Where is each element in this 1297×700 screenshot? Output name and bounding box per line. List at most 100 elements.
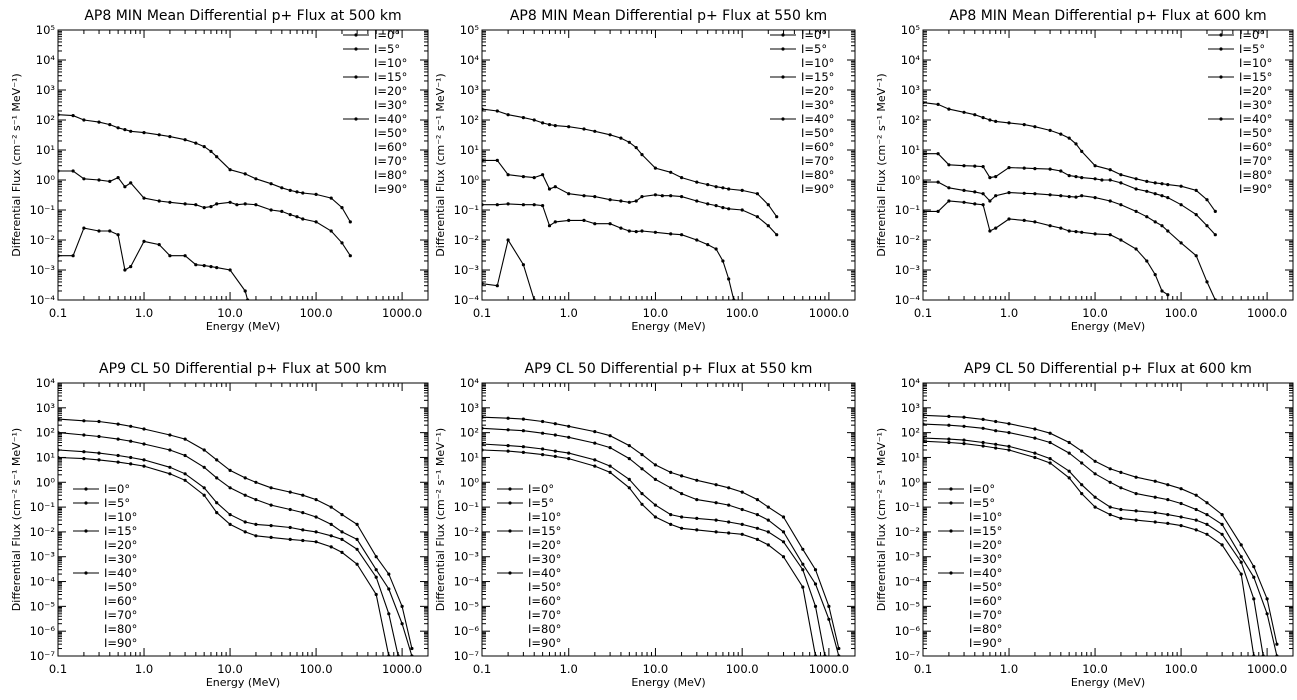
legend-entry: I=5° <box>969 496 995 510</box>
data-point <box>1108 480 1112 484</box>
data-point <box>1080 230 1084 234</box>
data-point <box>582 127 586 131</box>
data-point <box>495 158 499 162</box>
data-point <box>988 229 992 233</box>
data-point <box>58 431 60 435</box>
series-3 <box>923 199 1170 297</box>
data-point <box>183 254 187 258</box>
data-point <box>1179 203 1183 207</box>
data-point <box>194 203 198 207</box>
data-point <box>314 220 318 224</box>
data-point <box>1048 128 1052 132</box>
legend-entry: I=15° <box>1239 70 1272 84</box>
data-point <box>314 515 318 519</box>
series-line <box>923 200 1169 296</box>
data-point <box>301 493 305 497</box>
legend-entry: I=5° <box>528 496 554 510</box>
legend-entry: I=15° <box>969 524 1002 538</box>
series-2 <box>923 180 1217 300</box>
data-point <box>329 505 333 509</box>
data-point <box>1145 215 1149 219</box>
legend-marker <box>508 529 512 533</box>
data-point <box>1252 575 1256 579</box>
data-point <box>619 199 623 203</box>
data-point <box>988 199 992 203</box>
data-point <box>608 133 612 137</box>
data-point <box>1134 187 1138 191</box>
legend-marker <box>781 75 785 79</box>
legend-entry: I=60° <box>1239 140 1272 154</box>
x-tick-label: 100.0 <box>1165 662 1198 676</box>
x-tick-label: 10.0 <box>1082 306 1108 320</box>
data-point <box>740 490 744 494</box>
data-point <box>506 444 510 448</box>
data-point <box>340 513 344 517</box>
data-point <box>1048 431 1052 435</box>
data-point <box>695 516 699 521</box>
legend-entry: I=90° <box>104 636 137 650</box>
data-point <box>301 528 305 532</box>
data-point <box>801 562 805 566</box>
data-point <box>58 169 60 173</box>
data-point <box>243 530 247 534</box>
data-point <box>288 525 292 530</box>
data-point <box>280 186 284 190</box>
data-point <box>1275 642 1279 646</box>
y-tick-label: 10⁴ <box>460 53 480 67</box>
data-point <box>727 486 731 490</box>
data-point <box>541 419 545 424</box>
data-point <box>1067 440 1071 445</box>
data-point <box>348 254 352 258</box>
data-point <box>387 654 391 656</box>
data-point <box>295 215 299 219</box>
y-tick-label: 10⁻³ <box>895 550 921 564</box>
data-point <box>766 543 770 547</box>
data-point <box>235 203 239 207</box>
data-point <box>215 202 219 206</box>
data-point <box>837 654 841 656</box>
data-point <box>947 199 951 203</box>
data-point <box>827 617 831 621</box>
data-point <box>1022 191 1026 195</box>
data-point <box>288 490 292 494</box>
data-point <box>82 226 86 230</box>
data-point <box>714 204 718 208</box>
data-point <box>254 480 258 484</box>
data-point <box>962 442 966 446</box>
series-line <box>482 108 778 218</box>
x-axis-label: Energy (MeV) <box>206 320 280 333</box>
data-point <box>1134 492 1138 496</box>
data-point <box>593 195 597 199</box>
x-tick-label: 100.0 <box>726 662 759 676</box>
x-tick-label: 1000.0 <box>382 662 422 676</box>
data-point <box>1160 182 1164 186</box>
data-point <box>482 415 484 419</box>
data-point <box>194 141 198 145</box>
legend-entry: I=50° <box>104 580 137 594</box>
data-point <box>1265 597 1269 601</box>
data-point <box>714 518 718 522</box>
data-point <box>183 138 187 142</box>
legend-entry: I=20° <box>969 538 1002 552</box>
data-point <box>1048 457 1052 461</box>
x-tick-label: 0.1 <box>473 662 491 676</box>
data-point <box>254 522 258 527</box>
data-point <box>506 238 510 242</box>
data-point <box>329 229 333 233</box>
data-point <box>495 109 499 113</box>
data-point <box>1205 224 1209 228</box>
data-point <box>108 123 112 127</box>
series-line <box>923 181 1216 300</box>
data-point <box>923 180 925 184</box>
series-line <box>482 427 840 656</box>
series-line <box>58 114 351 223</box>
legend-entry: I=5° <box>801 42 827 56</box>
legend-entry: I=10° <box>104 510 137 524</box>
data-point <box>553 185 557 189</box>
y-tick-label: 10⁴ <box>36 53 56 67</box>
data-point <box>482 282 484 286</box>
data-point <box>82 457 86 461</box>
data-point <box>740 522 744 527</box>
data-point <box>269 524 273 528</box>
data-point <box>1119 173 1123 177</box>
